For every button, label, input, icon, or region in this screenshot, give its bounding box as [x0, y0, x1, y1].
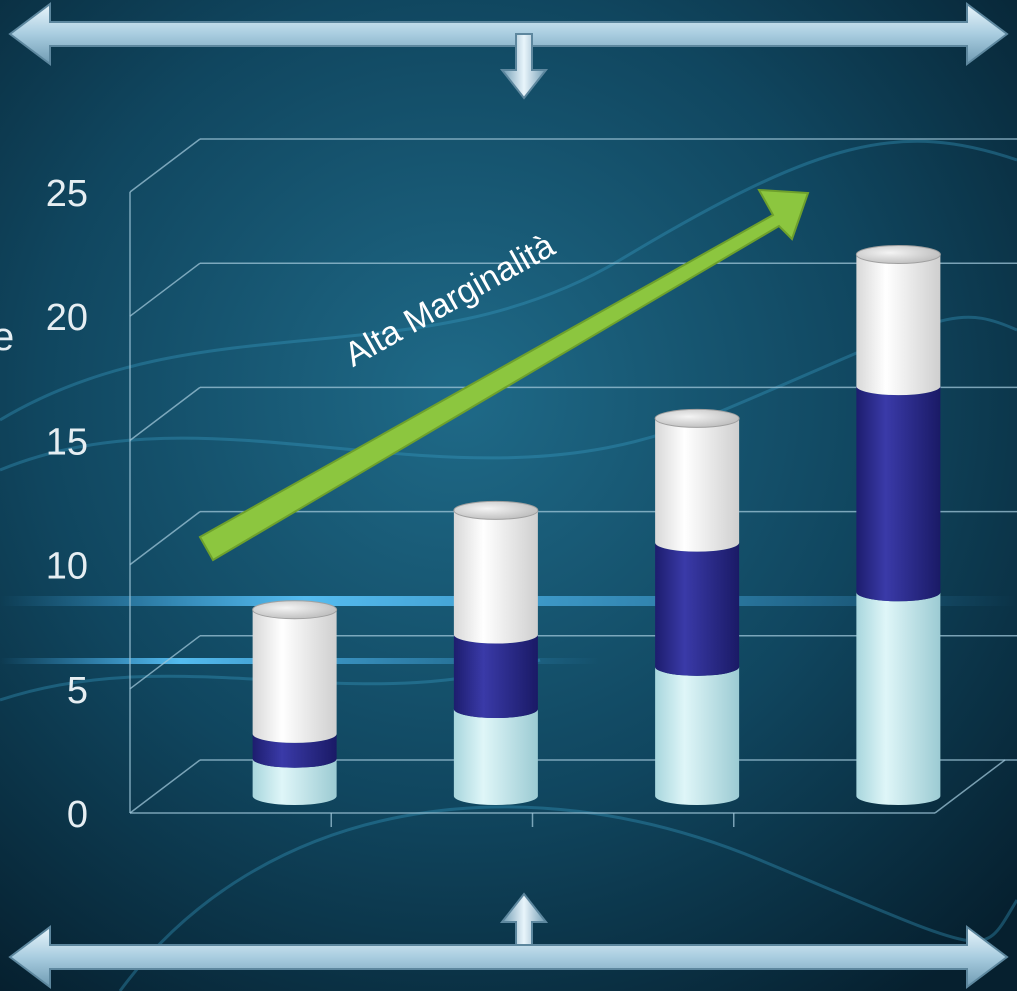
bar-segment — [655, 542, 740, 676]
bar-segment — [453, 709, 538, 805]
gridline-depth — [129, 262, 201, 317]
bar-stack — [654, 408, 740, 805]
bar-segment — [252, 609, 337, 743]
y-axis-ticks: 0 5 10 15 20 25 — [46, 173, 88, 836]
y-tick-label: 0 — [67, 794, 88, 836]
bottom-double-arrow — [8, 892, 1009, 989]
floor-right-edge — [934, 759, 1006, 814]
y-tick-label: 25 — [46, 173, 88, 215]
y-tick-label: 10 — [46, 546, 88, 588]
bar-cap — [252, 600, 338, 620]
gridline-depth — [129, 138, 201, 193]
bar-segment — [252, 733, 337, 768]
gridline-depth — [129, 511, 201, 566]
bar-segment — [856, 254, 941, 396]
bar-cap — [453, 500, 539, 520]
bar-stack — [855, 244, 941, 805]
top-arrow-down-stem — [499, 33, 549, 100]
y-axis-label-fragment: e — [0, 315, 14, 359]
bar-segment — [655, 666, 740, 805]
bars — [252, 244, 941, 805]
y-tick-label: 15 — [46, 421, 88, 463]
bar-cap — [855, 244, 941, 264]
y-tick-label: 5 — [67, 670, 88, 712]
bar-segment — [655, 418, 740, 552]
top-double-arrow — [8, 2, 1009, 100]
bar-stack — [252, 600, 338, 805]
bar-segment — [453, 634, 538, 719]
bar-segment — [453, 510, 538, 644]
y-tick-label: 20 — [46, 297, 88, 339]
gridline-depth — [129, 386, 201, 441]
bar-segment — [252, 758, 337, 805]
bar-segment — [856, 386, 941, 602]
bar-stack — [453, 500, 539, 805]
bar-segment — [856, 592, 941, 805]
bottom-arrow-bar — [8, 925, 1009, 989]
trend-arrow-shape — [198, 188, 810, 562]
gridline-depth — [129, 635, 201, 690]
bar-cap — [654, 408, 740, 428]
top-arrow-bar — [8, 2, 1009, 66]
gridline-depth — [129, 759, 201, 814]
